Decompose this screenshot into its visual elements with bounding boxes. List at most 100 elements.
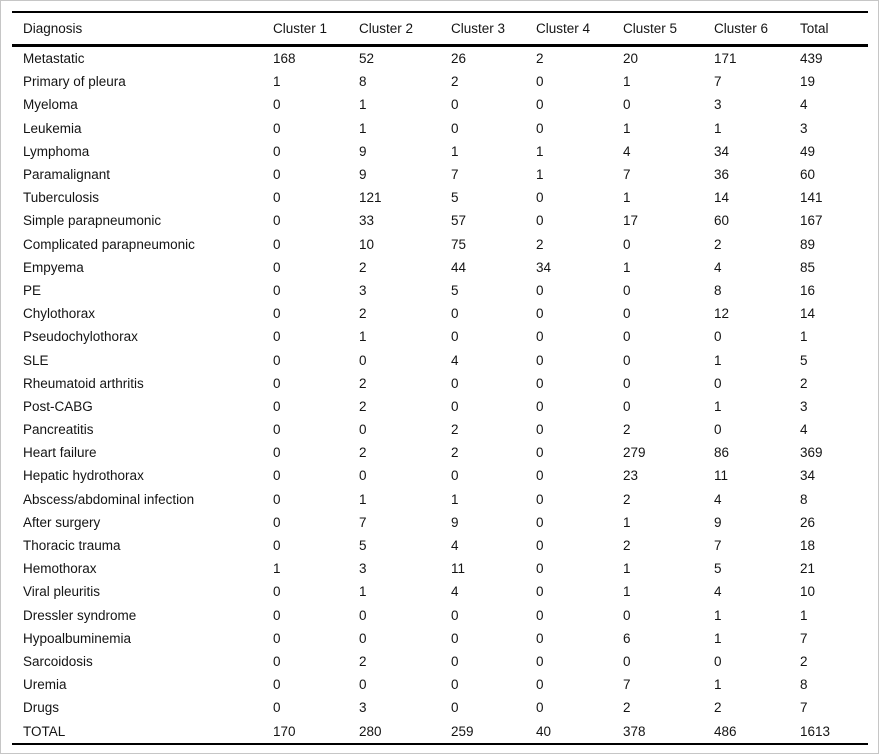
table-row: Complicated parapneumonic 0 10 75 2 0 2 89 xyxy=(12,233,868,256)
value-cell: 1 xyxy=(451,491,459,507)
value-cell: 259 xyxy=(451,723,474,739)
column-header: Cluster 4 xyxy=(536,21,591,36)
value-cell: 34 xyxy=(714,143,730,159)
value-cell: 0 xyxy=(359,677,367,693)
value-cell: 0 xyxy=(623,236,631,252)
table-row: After surgery 0 7 9 0 1 9 26 xyxy=(12,511,868,534)
value-cell: 4 xyxy=(451,538,459,554)
diagnosis-cell: Sarcoidosis xyxy=(23,653,93,669)
value-cell: 0 xyxy=(536,190,544,206)
table-row: Paramalignant 0 9 7 1 7 36 60 xyxy=(12,163,868,186)
value-cell: 23 xyxy=(623,468,639,484)
value-cell: 5 xyxy=(451,190,459,206)
value-cell: 7 xyxy=(714,538,722,554)
value-cell: 1 xyxy=(800,329,808,345)
value-cell: 9 xyxy=(714,514,722,530)
table-row: Dressler syndrome 0 0 0 0 0 1 1 xyxy=(12,604,868,627)
value-cell: 9 xyxy=(359,143,367,159)
value-cell: 57 xyxy=(451,213,467,229)
value-cell: 4 xyxy=(451,584,459,600)
value-cell: 1 xyxy=(623,259,631,275)
value-cell: 60 xyxy=(714,213,730,229)
value-cell: 1 xyxy=(273,561,281,577)
table-row: Hepatic hydrothorax 0 0 0 0 23 11 34 xyxy=(12,464,868,487)
value-cell: 2 xyxy=(714,700,722,716)
diagnosis-cell: Myeloma xyxy=(23,97,78,113)
value-cell: 0 xyxy=(714,329,722,345)
diagnosis-cell: Pseudochylothorax xyxy=(23,329,138,345)
value-cell: 369 xyxy=(800,445,823,461)
diagnosis-cell: Viral pleuritis xyxy=(23,584,101,600)
value-cell: 0 xyxy=(273,607,281,623)
value-cell: 1 xyxy=(714,352,722,368)
value-cell: 5 xyxy=(714,561,722,577)
table-row: Post-CABG 0 2 0 0 0 1 3 xyxy=(12,395,868,418)
value-cell: 4 xyxy=(714,584,722,600)
value-cell: 0 xyxy=(536,282,544,298)
diagnosis-cell: Uremia xyxy=(23,677,67,693)
value-cell: 1613 xyxy=(800,723,831,739)
value-cell: 0 xyxy=(273,677,281,693)
value-cell: 0 xyxy=(536,74,544,90)
diagnosis-cell: Thoracic trauma xyxy=(23,538,121,554)
diagnosis-cell: Leukemia xyxy=(23,120,82,136)
value-cell: 0 xyxy=(273,445,281,461)
value-cell: 17 xyxy=(623,213,639,229)
value-cell: 2 xyxy=(623,538,631,554)
value-cell: 0 xyxy=(536,306,544,322)
value-cell: 1 xyxy=(623,120,631,136)
value-cell: 86 xyxy=(714,445,730,461)
value-cell: 0 xyxy=(536,630,544,646)
table-row: Pancreatitis 0 0 2 0 2 0 4 xyxy=(12,418,868,441)
value-cell: 1 xyxy=(623,514,631,530)
value-cell: 1 xyxy=(714,630,722,646)
value-cell: 4 xyxy=(714,259,722,275)
value-cell: 0 xyxy=(623,653,631,669)
value-cell: 3 xyxy=(359,561,367,577)
value-cell: 0 xyxy=(451,398,459,414)
value-cell: 8 xyxy=(800,677,808,693)
value-cell: 1 xyxy=(623,74,631,90)
value-cell: 0 xyxy=(623,282,631,298)
value-cell: 167 xyxy=(800,213,823,229)
value-cell: 0 xyxy=(273,538,281,554)
value-cell: 3 xyxy=(714,97,722,113)
diagnosis-cell: After surgery xyxy=(23,514,101,530)
table-row: SLE 0 0 4 0 0 1 5 xyxy=(12,348,868,371)
value-cell: 0 xyxy=(536,375,544,391)
value-cell: 21 xyxy=(800,561,816,577)
value-cell: 1 xyxy=(536,143,544,159)
value-cell: 1 xyxy=(623,584,631,600)
column-header-diagnosis: Diagnosis xyxy=(23,21,83,36)
value-cell: 0 xyxy=(451,120,459,136)
value-cell: 168 xyxy=(273,51,296,67)
value-cell: 1 xyxy=(623,561,631,577)
value-cell: 0 xyxy=(714,375,722,391)
value-cell: 2 xyxy=(451,74,459,90)
value-cell: 0 xyxy=(451,97,459,113)
value-cell: 2 xyxy=(359,375,367,391)
diagnosis-cell: Chylothorax xyxy=(23,306,96,322)
table-row: Drugs 0 3 0 0 2 2 7 xyxy=(12,696,868,719)
value-cell: 0 xyxy=(451,468,459,484)
diagnosis-cell: TOTAL xyxy=(23,723,66,739)
value-cell: 439 xyxy=(800,51,823,67)
value-cell: 2 xyxy=(359,445,367,461)
value-cell: 7 xyxy=(359,514,367,530)
value-cell: 1 xyxy=(800,607,808,623)
table-row: Leukemia 0 1 0 0 1 1 3 xyxy=(12,117,868,140)
value-cell: 0 xyxy=(451,653,459,669)
value-cell: 121 xyxy=(359,190,382,206)
value-cell: 0 xyxy=(273,97,281,113)
value-cell: 9 xyxy=(451,514,459,530)
value-cell: 7 xyxy=(451,167,459,183)
value-cell: 0 xyxy=(273,190,281,206)
table-row: Chylothorax 0 2 0 0 0 12 14 xyxy=(12,302,868,325)
value-cell: 10 xyxy=(800,584,816,600)
value-cell: 4 xyxy=(714,491,722,507)
table-row: Abscess/abdominal infection 0 1 1 0 2 4 8 xyxy=(12,488,868,511)
value-cell: 0 xyxy=(536,491,544,507)
diagnosis-cell: Hypoalbuminemia xyxy=(23,630,132,646)
value-cell: 60 xyxy=(800,167,816,183)
value-cell: 280 xyxy=(359,723,382,739)
